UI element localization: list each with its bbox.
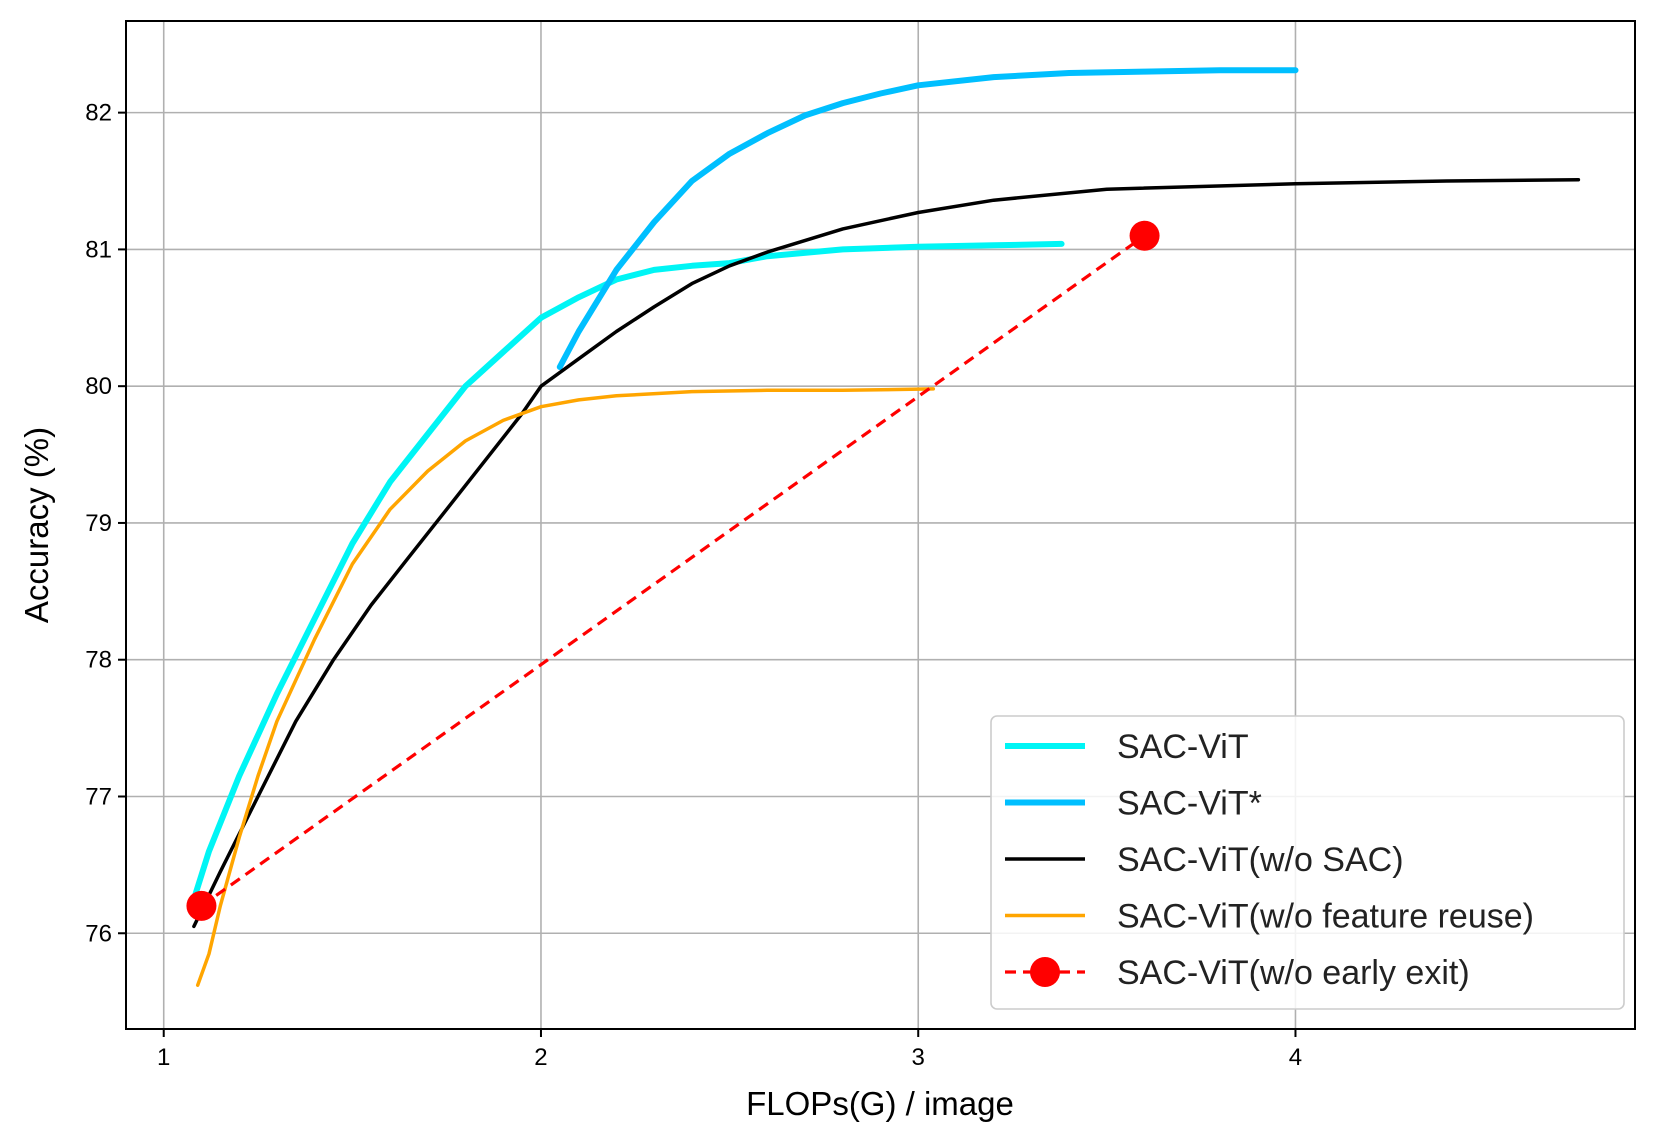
series-line-sac-vit-w-o-early-exit: [200, 234, 1146, 908]
plot-frame: [125, 20, 1636, 1030]
x-axis-label: FLOPs(G) / image: [746, 1085, 1014, 1122]
y-tick-label: 81: [85, 236, 112, 263]
legend: SAC-ViT SAC-ViT* SAC-ViT(w/o SAC) SAC-ViT(w…: [990, 715, 1625, 1010]
y-tick-label: 76: [85, 920, 112, 947]
x-tick-label: 2: [534, 1044, 547, 1071]
series-line-sac-vit-w-o-feature-reuse: [195, 387, 936, 987]
legend-label-sac-vit: SAC-ViT: [1117, 728, 1249, 766]
y-tick-label: 77: [85, 783, 112, 810]
x-tick-label: 1: [157, 1044, 170, 1071]
y-tick-label: 79: [85, 510, 112, 537]
series-line-sac-vit-w-o-sac: [192, 177, 1581, 929]
x-tick-label: 4: [1289, 1044, 1302, 1071]
x-tick-label: 3: [912, 1044, 925, 1071]
y-tick-label: 78: [85, 647, 112, 674]
legend-label-sac-vit-w-o-early-exit: SAC-ViT(w/o early exit): [1117, 954, 1470, 992]
series-layer: [186, 67, 1581, 987]
series-marker-sac-vit-w-o-early-exit: [1129, 220, 1160, 251]
legend-label-sac-vit: SAC-ViT*: [1117, 785, 1262, 823]
legend-label-sac-vit-w-o-sac: SAC-ViT(w/o SAC): [1117, 841, 1404, 879]
series-line-sac-vit: [190, 240, 1065, 903]
legend-label-sac-vit-w-o-feature-reuse: SAC-ViT(w/o feature reuse): [1117, 898, 1534, 936]
y-axis-label: Accuracy (%): [18, 427, 55, 623]
ticks: 1 2 3 4 76 77 78 79 80 81 82: [85, 100, 1302, 1071]
series-marker-sac-vit-w-o-early-exit: [186, 890, 217, 921]
legend-box: [990, 715, 1625, 1010]
legend-marker-sac-vit-w-o-early-exit: [1030, 957, 1060, 987]
y-tick-label: 80: [85, 373, 112, 400]
y-tick-label: 82: [85, 100, 112, 127]
series-line-sac-vit: [556, 67, 1299, 370]
